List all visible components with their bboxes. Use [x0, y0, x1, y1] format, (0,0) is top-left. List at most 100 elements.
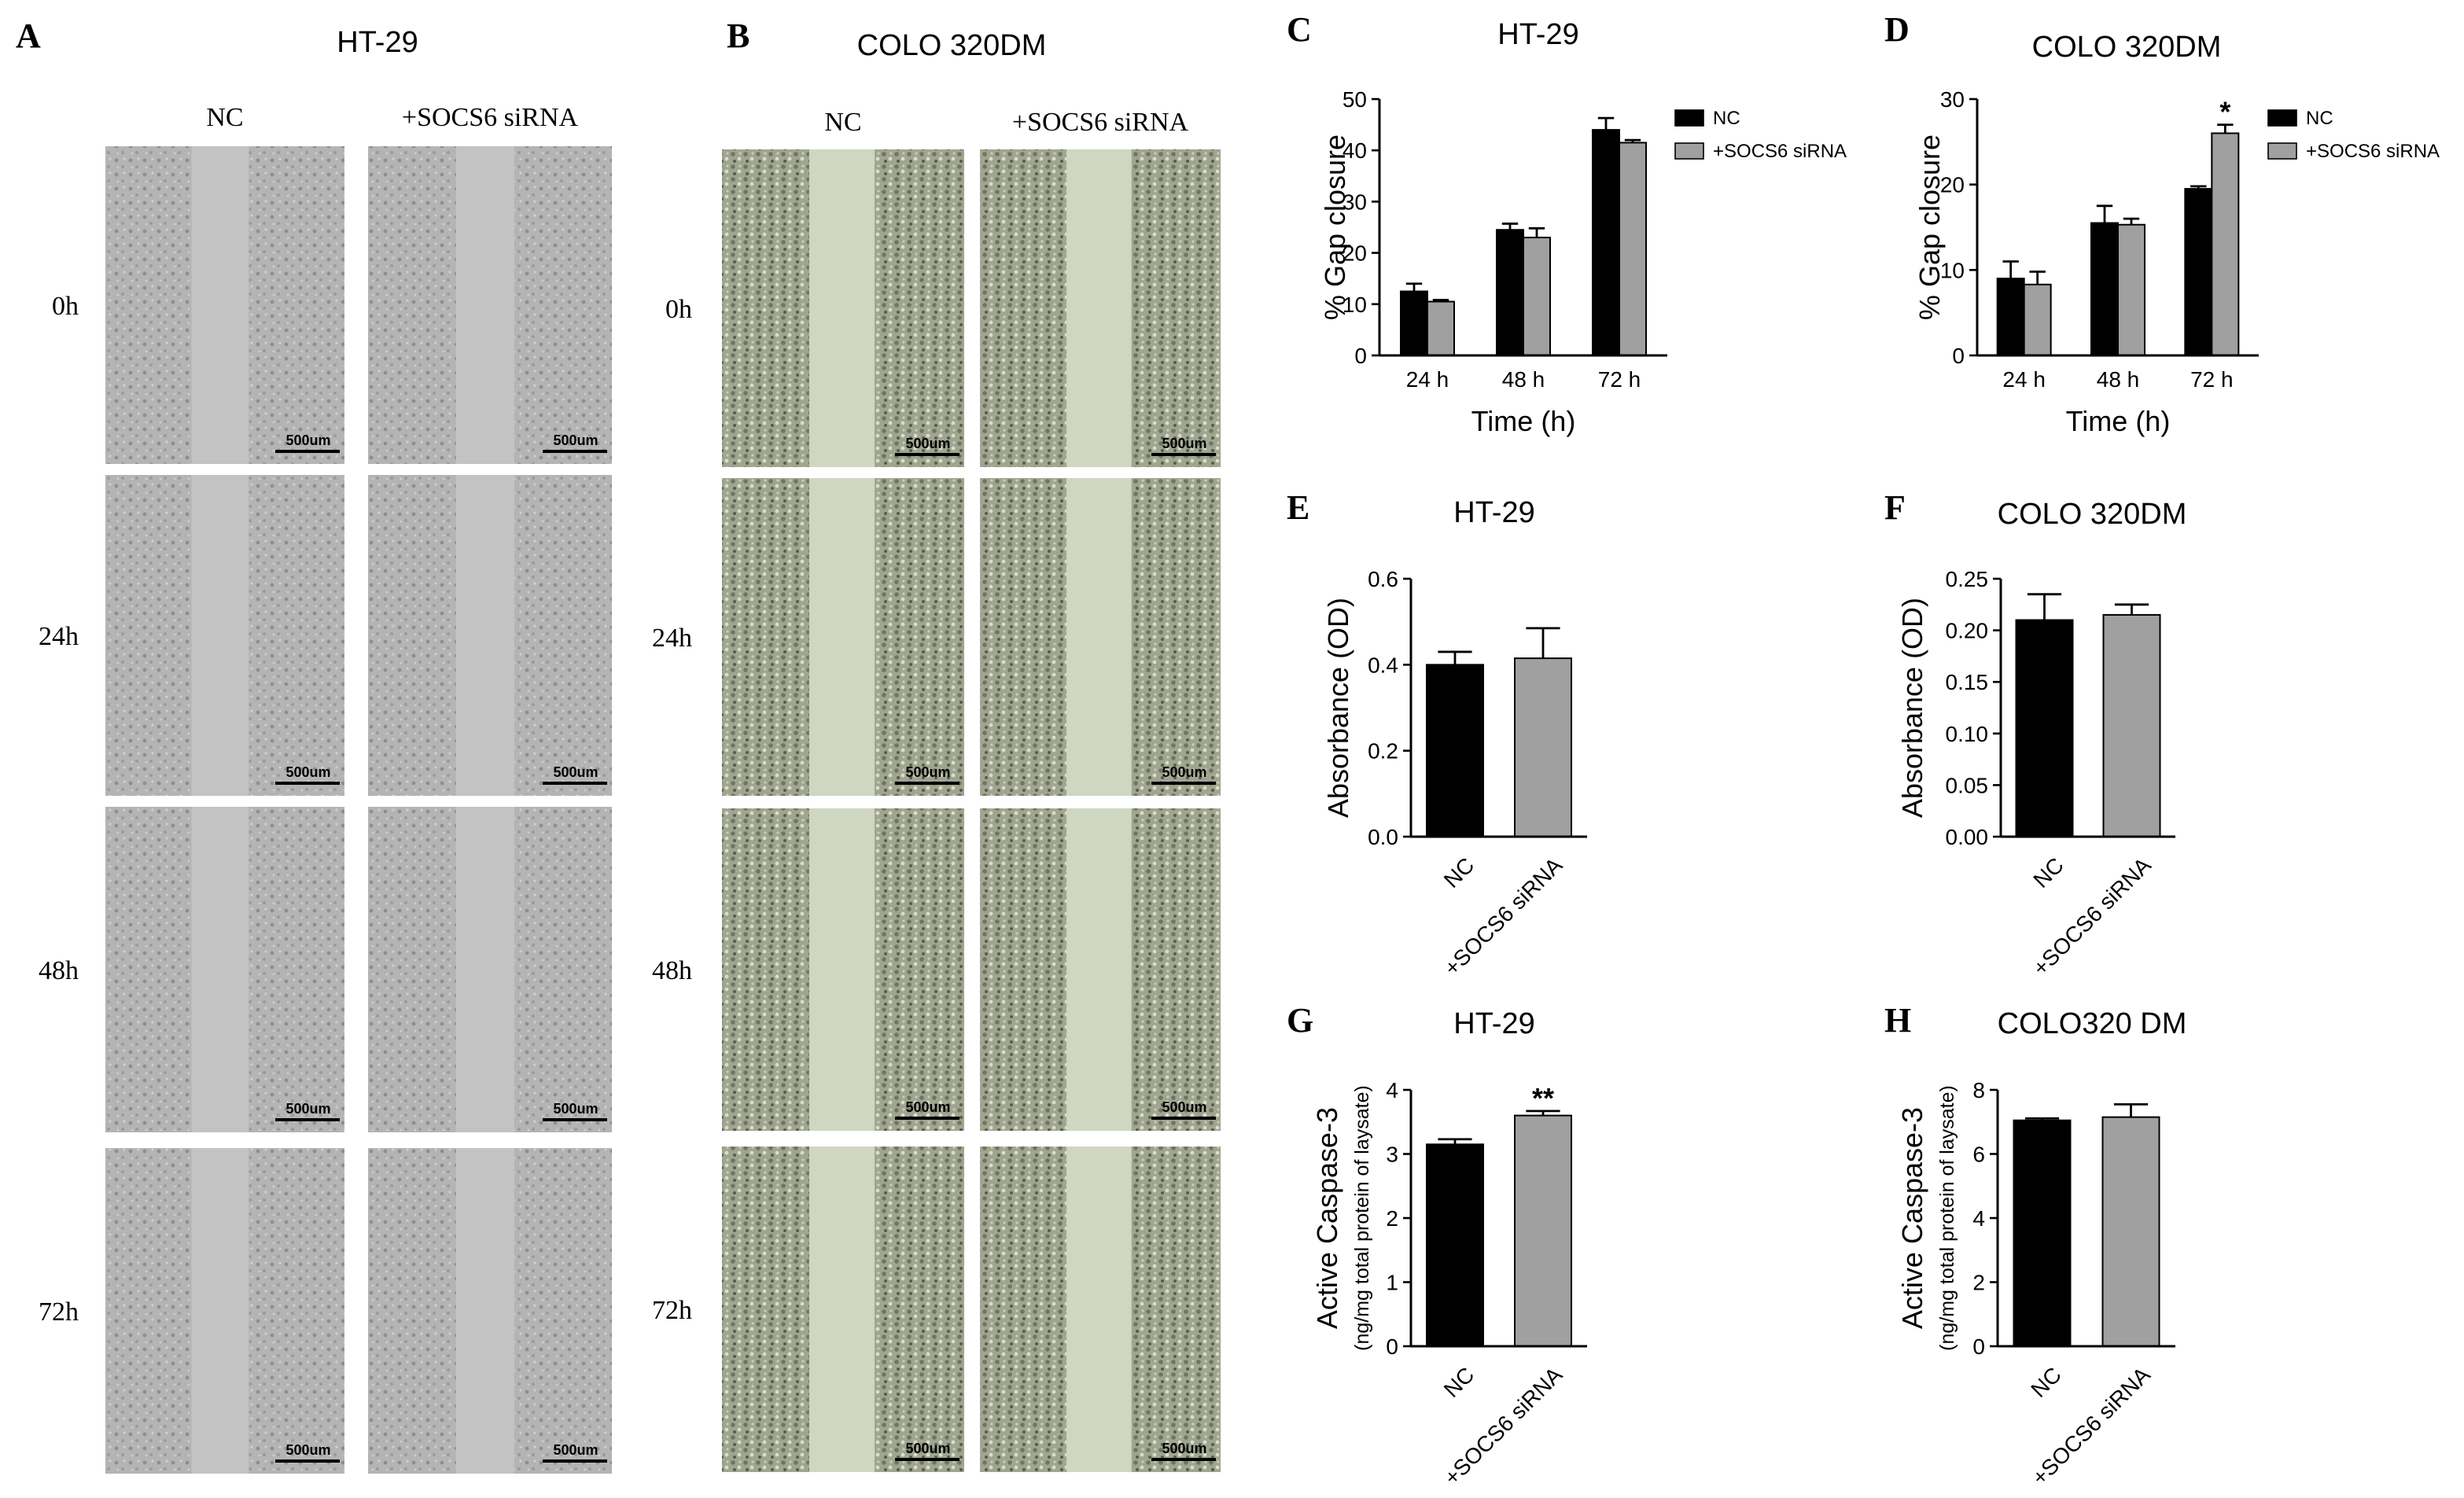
- bar: [1427, 300, 1455, 357]
- wound-gap: [191, 146, 249, 464]
- bar: [1496, 229, 1524, 357]
- x-axis-label: Time (h): [2066, 405, 2171, 437]
- y-tick-label: 0.15: [1946, 670, 1989, 694]
- y-tick-label: 10: [1342, 293, 1367, 317]
- bar: [1426, 664, 1484, 837]
- wound-gap: [455, 146, 514, 464]
- bar: [1523, 237, 1551, 357]
- error-bar: [2123, 217, 2140, 225]
- scale-bar-label: 500um: [905, 436, 950, 451]
- wound-gap: [1066, 1147, 1132, 1472]
- chart-title: HT-29: [1453, 1007, 1534, 1040]
- legend-swatch: [1674, 142, 1704, 160]
- legend-swatch: [1674, 109, 1704, 127]
- row-label: 72h: [39, 1297, 79, 1327]
- bar: [1400, 290, 1428, 356]
- y-tick-label: 40: [1342, 138, 1367, 163]
- scale-bar-label: 500um: [1162, 1099, 1206, 1115]
- error-bar: [2113, 1102, 2149, 1117]
- wound-gap: [455, 1148, 514, 1474]
- y-axis-label: % Gap closure: [1319, 134, 1351, 320]
- panel-title: COLO 320DM: [857, 29, 1047, 62]
- scale-bar-label: 500um: [1162, 1441, 1206, 1456]
- scale-bar-label: 500um: [1162, 436, 1206, 451]
- error-bar: [2002, 260, 2019, 279]
- bar: [2184, 188, 2213, 356]
- scale-bar-label: 500um: [553, 432, 598, 448]
- row-label: 0h: [665, 295, 692, 324]
- bar: [1592, 129, 1620, 356]
- wound-gap: [1066, 149, 1132, 467]
- error-bar: [2029, 271, 2046, 285]
- row-label: 24h: [652, 624, 692, 653]
- column-header: NC: [206, 103, 243, 132]
- scale-bar-label: 500um: [905, 1441, 950, 1456]
- wound-gap: [1066, 808, 1132, 1131]
- scale-bar-label: 500um: [905, 1099, 950, 1115]
- x-tick-label: 24 h: [2002, 367, 2046, 392]
- x-tick-label: 48 h: [2097, 367, 2140, 392]
- panel-letter: F: [1884, 488, 1906, 527]
- column-header: +SOCS6 siRNA: [1012, 108, 1189, 137]
- bar: [1996, 278, 2025, 357]
- y-tick-label: 1: [1386, 1271, 1398, 1295]
- error-bar: [1405, 282, 1423, 292]
- error-bar: [1438, 1138, 1472, 1145]
- bar: [2013, 1119, 2072, 1348]
- bar: [2211, 132, 2240, 356]
- y-axis-label: Absorbance (OD): [1896, 598, 1928, 818]
- y-tick-label: 20: [1342, 241, 1367, 266]
- y-tick-label: 10: [1940, 258, 1965, 282]
- y-axis-sublabel: (ng/mg total protein of laysate): [1351, 1085, 1373, 1351]
- scale-bar-label: 500um: [285, 432, 330, 448]
- panel-letter: G: [1287, 1001, 1313, 1040]
- panel-letter: H: [1884, 1001, 1911, 1040]
- scale-bar-label: 500um: [553, 1101, 598, 1117]
- bar: [1514, 657, 1572, 838]
- legend-swatch: [2267, 142, 2297, 160]
- y-tick-label: 0.6: [1368, 567, 1398, 591]
- y-tick-label: 0.4: [1368, 653, 1398, 677]
- y-tick-label: 0.20: [1946, 619, 1989, 643]
- column-header: NC: [824, 108, 861, 137]
- bar: [2102, 613, 2161, 837]
- x-tick-label: NC: [1439, 1362, 1479, 1402]
- x-tick-label: NC: [1439, 852, 1479, 893]
- y-tick-label: 0.05: [1946, 773, 1989, 797]
- y-tick-label: 0.10: [1946, 722, 1989, 746]
- y-tick-label: 4: [1386, 1078, 1398, 1102]
- chart-title: HT-29: [1497, 18, 1578, 51]
- y-tick-label: 2: [1972, 1271, 1985, 1295]
- y-tick-label: 4: [1972, 1206, 1985, 1231]
- scale-bar-label: 500um: [285, 1442, 330, 1458]
- wound-gap: [808, 478, 875, 796]
- column-header: +SOCS6 siRNA: [402, 103, 579, 132]
- wound-gap: [808, 1147, 875, 1472]
- y-axis-label: Absorbance (OD): [1322, 598, 1354, 818]
- bar: [1514, 1114, 1572, 1347]
- error-bar: [2027, 593, 2062, 620]
- error-bar: [1526, 627, 1560, 659]
- bar: [2101, 1116, 2160, 1347]
- panel-title: HT-29: [337, 26, 418, 59]
- x-axis-label: Time (h): [1471, 405, 1576, 437]
- error-bar: [2096, 204, 2113, 223]
- y-tick-label: 30: [1342, 190, 1367, 214]
- wound-gap: [191, 1148, 249, 1474]
- y-tick-label: 0.0: [1368, 825, 1398, 849]
- x-tick-label: NC: [2026, 1362, 2066, 1402]
- chart-title: COLO 320DM: [2032, 31, 2222, 64]
- panel-letter: C: [1287, 10, 1312, 49]
- y-tick-label: 2: [1386, 1206, 1398, 1231]
- y-axis-label: Active Caspase-3: [1311, 1107, 1343, 1329]
- y-axis-label: % Gap closure: [1913, 134, 1946, 320]
- y-tick-label: 0: [1386, 1334, 1398, 1359]
- wound-gap: [455, 807, 514, 1132]
- y-tick-label: 0: [1354, 344, 1367, 368]
- scale-bar-label: 500um: [285, 1101, 330, 1117]
- bar: [2023, 283, 2052, 357]
- panel-letter: E: [1287, 488, 1309, 527]
- error-bar: [1528, 226, 1545, 238]
- legend-label: NC: [1713, 108, 1740, 129]
- legend-swatch: [2267, 109, 2297, 127]
